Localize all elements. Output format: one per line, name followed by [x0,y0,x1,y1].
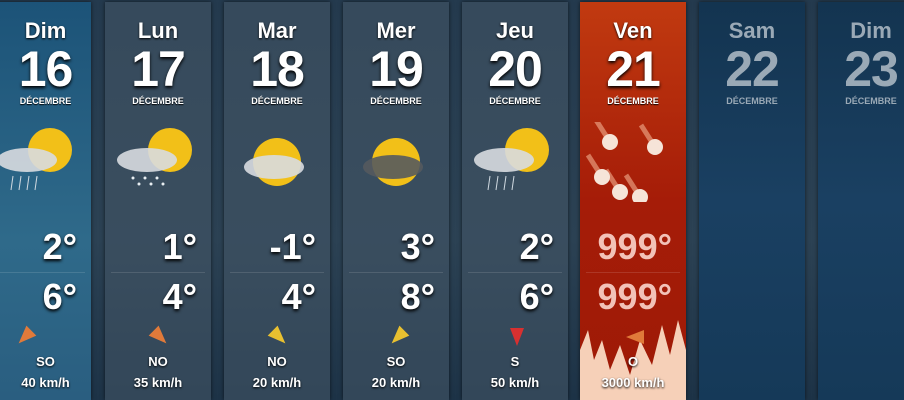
wind-speed: 40 km/h [21,375,70,390]
month-label: DÉCEMBRE [607,96,659,106]
day-name: Mer [376,18,416,43]
low-temperature: 3° [400,226,435,267]
day-number: 23 [844,41,899,97]
day-number: 16 [18,41,74,97]
day-column[interactable]: Mer 19 DÉCEMBRE 3° 8° SO 20 km/h [343,2,449,400]
day-number: 21 [606,41,661,97]
high-temperature: 4° [281,276,316,317]
month-label: DÉCEMBRE [19,96,72,106]
low-temperature: 2° [42,226,77,267]
high-temperature: 6° [519,276,554,317]
divider [349,272,443,273]
day-name: Mar [257,18,297,43]
low-temperature: -1° [269,226,316,267]
wind-direction: SO [36,354,55,369]
day-column[interactable]: Mar 18 DÉCEMBRE -1° 4° NO 20 km/h [224,2,330,400]
day-number: 20 [488,41,543,97]
divider [111,272,205,273]
divider [0,272,85,273]
day-name: Lun [137,18,179,43]
day-name: Dim [850,18,892,43]
day-column[interactable]: Dim 23 DÉCEMBRE [818,2,904,400]
day-column[interactable]: Lun 17 DÉCEMBRE 1° 4° NO 35 km/h [105,2,211,400]
wind-direction-arrow-icon [148,325,172,349]
day-number: 19 [369,41,424,97]
day-column[interactable]: Sam 22 DÉCEMBRE [699,2,805,400]
day-column[interactable]: Ven 21 DÉCEMBRE 999° 999° O 3000 km/h [580,2,686,400]
wind-direction: S [510,354,520,369]
meteor-icon [580,118,686,205]
high-temperature: 4° [162,276,197,317]
wind-speed: 3000 km/h [601,375,665,390]
wind-speed: 50 km/h [490,375,540,390]
cloud-sun-rain-icon [0,122,91,202]
divider [586,272,680,273]
day-column[interactable]: Dim 16 DÉCEMBRE 2° 6° SO 40 km/h [0,2,91,400]
sun-dark-cloud-icon [343,122,449,202]
day-column[interactable]: Jeu 20 DÉCEMBRE 2° 6° S 50 km/h [462,2,568,400]
wind-direction-arrow-icon [510,328,524,346]
wind-speed: 20 km/h [252,375,302,390]
high-temperature: 6° [42,276,77,317]
day-name: Sam [728,18,776,43]
wind-direction-arrow-icon [13,325,37,349]
month-label: DÉCEMBRE [726,96,778,106]
month-label: DÉCEMBRE [132,96,184,106]
day-number: 17 [131,41,186,97]
low-temperature: 2° [519,226,554,267]
cloud-sun-rain-icon [462,122,568,202]
wind-direction: SO [386,354,406,369]
wind-direction-arrow-icon [267,325,291,349]
divider [468,272,562,273]
day-name: Dim [24,18,67,43]
high-temperature: 8° [400,276,435,317]
cloud-sun-snow-icon [105,122,211,202]
sun-cloud-icon [224,122,330,202]
flames-icon [580,320,686,400]
wind-direction: NO [267,354,287,369]
low-temperature: 999° [597,226,672,267]
month-label: DÉCEMBRE [251,96,303,106]
month-label: DÉCEMBRE [370,96,422,106]
low-temperature: 1° [162,226,197,267]
day-name: Ven [613,18,653,43]
day-number: 18 [250,41,305,97]
day-number: 22 [725,41,780,97]
wind-direction-arrow-icon [626,330,644,344]
wind-speed: 35 km/h [133,375,183,390]
high-temperature: 999° [597,276,672,317]
month-label: DÉCEMBRE [845,96,897,106]
wind-direction-arrow-icon [386,325,410,349]
wind-direction: O [627,354,639,369]
day-name: Jeu [496,18,534,43]
divider [230,272,324,273]
wind-direction: NO [148,354,168,369]
month-label: DÉCEMBRE [489,96,541,106]
wind-speed: 20 km/h [371,375,421,390]
